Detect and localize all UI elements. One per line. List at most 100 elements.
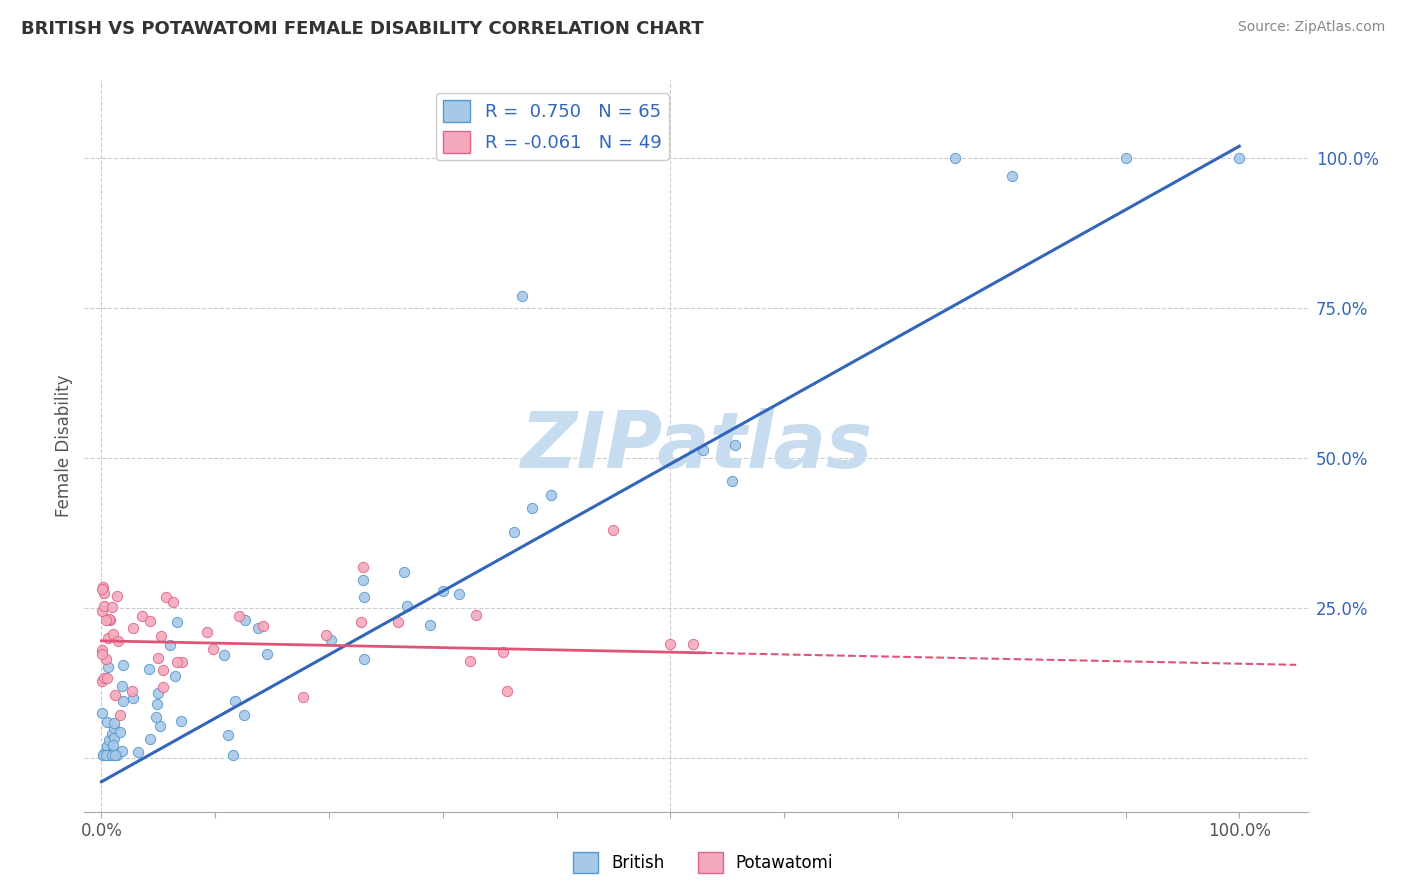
- Y-axis label: Female Disability: Female Disability: [55, 375, 73, 517]
- Point: [1115, 151, 1137, 165]
- Point: [256, 647, 278, 661]
- Point: [394, 565, 416, 579]
- Point: [103, 731, 125, 745]
- Point: [111, 744, 134, 758]
- Point: [90, 647, 112, 661]
- Point: [170, 655, 193, 669]
- Point: [252, 619, 274, 633]
- Point: [246, 621, 269, 635]
- Point: [162, 595, 184, 609]
- Point: [166, 655, 188, 669]
- Point: [145, 710, 167, 724]
- Point: [100, 747, 122, 762]
- Point: [721, 475, 744, 489]
- Point: [723, 438, 745, 452]
- Point: [121, 684, 143, 698]
- Point: [464, 608, 486, 623]
- Point: [138, 662, 160, 676]
- Point: [447, 587, 470, 601]
- Point: [419, 617, 441, 632]
- Point: [353, 590, 375, 604]
- Point: [91, 673, 114, 688]
- Point: [496, 684, 519, 698]
- Point: [233, 707, 256, 722]
- Point: [98, 747, 121, 762]
- Point: [943, 151, 966, 165]
- Point: [104, 688, 127, 702]
- Point: [97, 631, 120, 645]
- Point: [93, 586, 115, 600]
- Point: [93, 599, 115, 613]
- Point: [152, 664, 174, 678]
- Point: [122, 691, 145, 706]
- Point: [149, 719, 172, 733]
- Point: [166, 615, 188, 629]
- Point: [100, 613, 122, 627]
- Point: [221, 747, 243, 762]
- Legend: R =  0.750   N = 65, R = -0.061   N = 49: R = 0.750 N = 65, R = -0.061 N = 49: [436, 93, 669, 161]
- Point: [107, 589, 129, 603]
- Point: [100, 599, 122, 614]
- Point: [138, 731, 160, 746]
- Point: [97, 747, 120, 762]
- Point: [155, 590, 177, 604]
- Point: [201, 642, 224, 657]
- Point: [91, 747, 114, 762]
- Point: [224, 694, 246, 708]
- Point: [101, 744, 124, 758]
- Point: [1001, 169, 1024, 184]
- Point: [512, 289, 534, 303]
- Point: [121, 621, 143, 635]
- Point: [233, 613, 256, 627]
- Point: [692, 442, 714, 457]
- Point: [146, 651, 169, 665]
- Point: [90, 582, 112, 597]
- Point: [212, 648, 235, 662]
- Point: [353, 652, 375, 666]
- Point: [91, 580, 114, 594]
- Point: [165, 669, 187, 683]
- Point: [112, 657, 135, 672]
- Point: [502, 524, 524, 539]
- Point: [159, 638, 181, 652]
- Point: [91, 747, 114, 762]
- Text: Source: ZipAtlas.com: Source: ZipAtlas.com: [1237, 20, 1385, 34]
- Point: [96, 659, 118, 673]
- Point: [103, 721, 125, 735]
- Point: [107, 634, 129, 648]
- Point: [105, 747, 128, 762]
- Point: [96, 739, 118, 753]
- Point: [520, 501, 543, 516]
- Point: [96, 715, 118, 730]
- Point: [682, 637, 704, 651]
- Point: [138, 614, 160, 628]
- Point: [91, 643, 114, 657]
- Text: ZIPatlas: ZIPatlas: [520, 408, 872, 484]
- Point: [170, 714, 193, 728]
- Point: [127, 745, 149, 759]
- Point: [131, 609, 153, 624]
- Point: [602, 523, 624, 537]
- Point: [659, 637, 682, 651]
- Point: [93, 671, 115, 685]
- Point: [396, 599, 419, 613]
- Point: [94, 745, 117, 759]
- Point: [150, 629, 173, 643]
- Point: [96, 652, 118, 666]
- Point: [100, 727, 122, 741]
- Point: [458, 654, 481, 668]
- Point: [103, 715, 125, 730]
- Point: [96, 747, 118, 762]
- Point: [350, 615, 373, 630]
- Point: [108, 708, 131, 723]
- Point: [228, 608, 250, 623]
- Point: [94, 613, 117, 627]
- Point: [315, 628, 337, 642]
- Point: [146, 697, 169, 711]
- Point: [387, 615, 409, 629]
- Point: [98, 732, 121, 747]
- Point: [90, 604, 112, 618]
- Point: [292, 690, 315, 704]
- Point: [111, 679, 134, 693]
- Point: [352, 573, 374, 587]
